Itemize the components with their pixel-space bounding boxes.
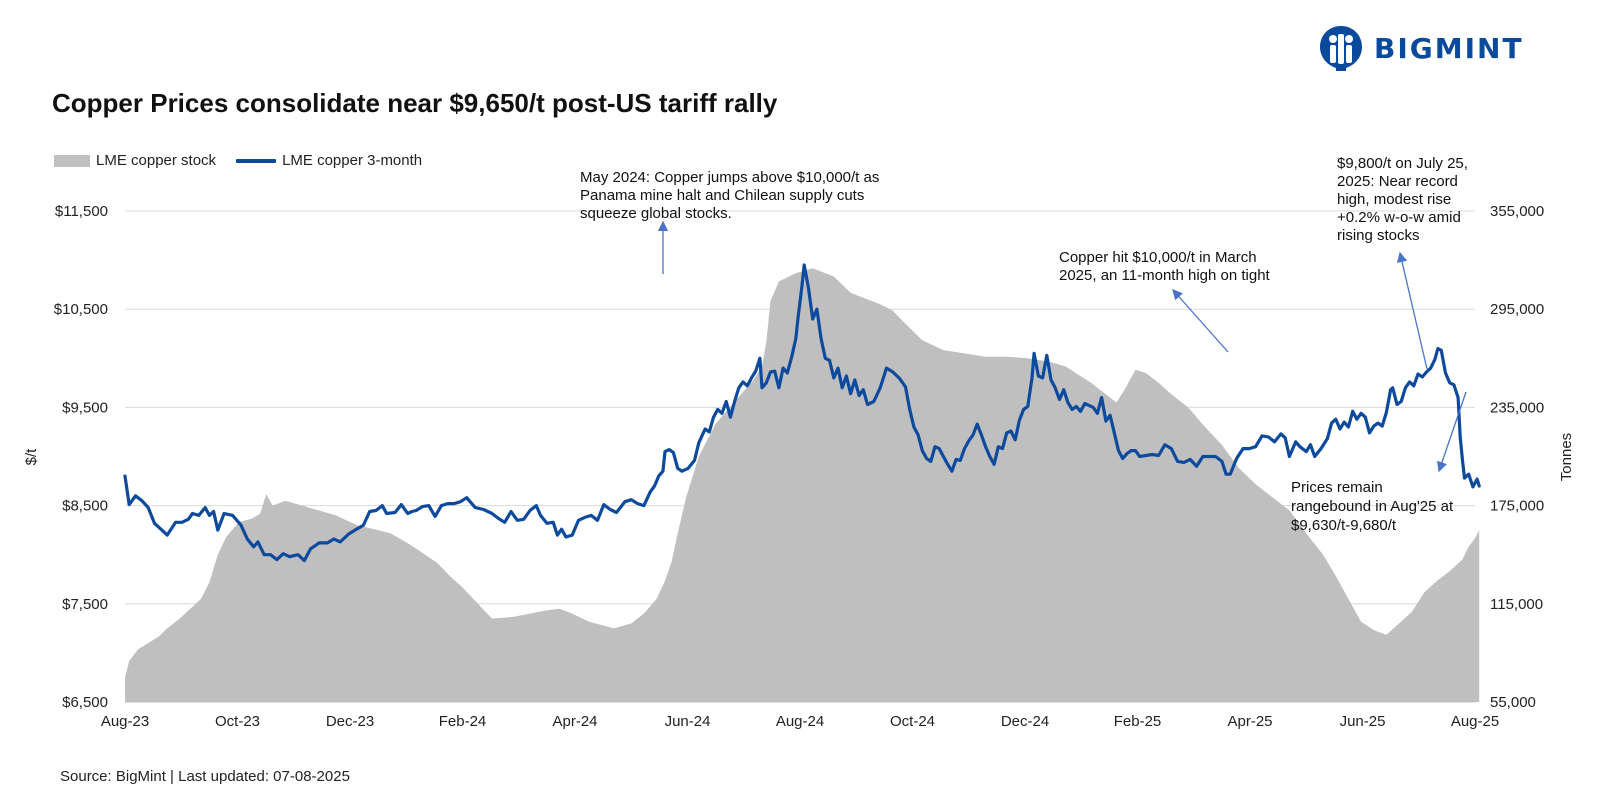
annotation-2-arrow (1172, 289, 1229, 353)
y-left-tick-label-2: $8,500 (62, 498, 108, 515)
y-left-tick-label-4: $10,500 (54, 301, 108, 318)
legend-swatch-stock (54, 154, 90, 167)
x-tick-label-3: Feb-24 (439, 713, 487, 730)
series-area-lme-copper-stock (125, 268, 1480, 702)
legend-label-price: LME copper 3-month (282, 152, 423, 169)
x-tick-label-0: Aug-23 (101, 713, 149, 730)
y-right-axis-label: Tonnes (1558, 433, 1575, 481)
source-note: Source: BigMint | Last updated: 07-08-20… (60, 768, 350, 785)
annotation-3-line-1: $9,800/t on July 25, (1337, 155, 1468, 172)
x-tick-label-5: Jun-24 (665, 713, 711, 730)
annotation-1-line-1: May 2024: Copper jumps above $10,000/t a… (580, 169, 879, 186)
y-right-tick-label-1: 115,000 (1490, 596, 1543, 613)
annotation-3-line-5: rising stocks (1337, 227, 1420, 244)
x-tick-label-4: Apr-24 (552, 713, 597, 730)
y-right-tick-label-4: 295,000 (1490, 301, 1544, 318)
legend-swatch-price (236, 158, 277, 163)
x-tick-label-12: Aug-25 (1451, 713, 1499, 730)
annotation-2-line-1: Copper hit $10,000/t in March (1059, 249, 1257, 266)
brand-name: BIGMINT (1374, 31, 1524, 65)
bigmint-logo-icon (1320, 26, 1362, 71)
legend-item-stock: LME copper stock (54, 152, 216, 169)
annotation-3-line-2: 2025: Near record (1337, 173, 1458, 190)
annotation-4-arrow (1437, 391, 1467, 473)
annotation-4-line-1: Prices remain (1291, 479, 1383, 496)
chart-legend: LME copper stock LME copper 3-month (54, 152, 442, 169)
annotation-3-line-3: high, modest rise (1337, 191, 1451, 208)
legend-label-stock: LME copper stock (96, 152, 217, 169)
y-right-tick-label-5: 355,000 (1490, 203, 1544, 220)
y-left-tick-label-5: $11,500 (55, 203, 108, 220)
annotation-1-line-3: squeeze global stocks. (580, 205, 732, 222)
legend-item-price: LME copper 3-month (236, 152, 422, 169)
annotation-4-line-2: rangebound in Aug'25 at (1291, 498, 1454, 515)
annotation-1-line-2: Panama mine halt and Chilean supply cuts (580, 187, 864, 204)
x-tick-label-8: Dec-24 (1001, 713, 1049, 730)
y-left-axis-label: $/t (23, 448, 40, 466)
y-right-tick-label-0: 55,000 (1490, 694, 1536, 711)
annotation-3-arrow (1396, 251, 1428, 370)
x-tick-label-11: Jun-25 (1340, 713, 1386, 730)
series-line-lme-copper-3-month (123, 263, 1481, 563)
x-tick-label-6: Aug-24 (776, 713, 824, 730)
y-right-tick-label-3: 235,000 (1490, 399, 1544, 416)
annotation-3-line-4: +0.2% w-o-w amid (1337, 209, 1461, 226)
y-right-tick-label-2: 175,000 (1490, 498, 1544, 515)
x-tick-label-1: Oct-23 (215, 713, 260, 730)
x-tick-label-10: Apr-25 (1227, 713, 1272, 730)
y-left-tick-label-0: $6,500 (62, 694, 108, 711)
annotation-2-line-2: 2025, an 11-month high on tight (1059, 267, 1271, 284)
brand-logo: BIGMINT (1318, 22, 1558, 74)
x-tick-label-2: Dec-23 (326, 713, 374, 730)
chart-title: Copper Prices consolidate near $9,650/t … (52, 88, 778, 118)
x-tick-label-9: Feb-25 (1114, 713, 1162, 730)
x-tick-label-7: Oct-24 (890, 713, 935, 730)
y-left-tick-label-3: $9,500 (62, 399, 108, 416)
y-left-tick-label-1: $7,500 (62, 596, 108, 613)
annotation-4-line-3: $9,630/t-9,680/t (1291, 517, 1397, 534)
